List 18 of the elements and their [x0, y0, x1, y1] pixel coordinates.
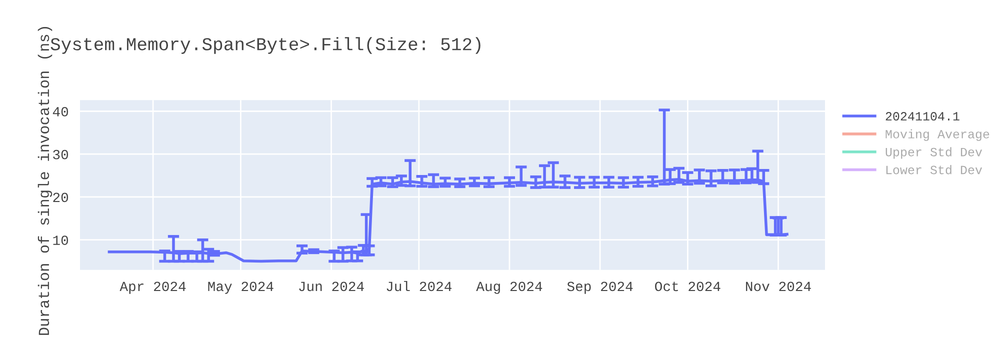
y-tick-label: 10: [53, 236, 68, 246]
x-tick-label: Aug 2024: [476, 282, 542, 294]
legend-label: Moving Average: [886, 129, 990, 141]
x-tick-label: May 2024: [208, 282, 274, 294]
x-tick-label: Jun 2024: [299, 282, 364, 292]
legend-label: Upper Std Dev: [886, 147, 982, 159]
x-tick-label: Jul 2024: [386, 280, 452, 292]
x-tick-label: Nov 2024: [746, 282, 811, 292]
chart-title: System.Memory.Span<Byte>.Fill(Size: 512): [50, 37, 480, 54]
y-tick-label: 30: [53, 150, 68, 160]
legend-label: 20241104.1: [886, 112, 960, 121]
x-tick-label: Apr 2024: [120, 282, 186, 294]
x-tick-label: Sep 2024: [567, 282, 633, 294]
y-axis-title: Duration of single invocation (ns): [38, 26, 52, 335]
legend-label: Lower Std Dev: [886, 165, 982, 174]
y-tick-label: 40: [52, 106, 68, 116]
y-tick-label: 20: [53, 192, 68, 202]
x-tick-label: Oct 2024: [655, 282, 720, 292]
